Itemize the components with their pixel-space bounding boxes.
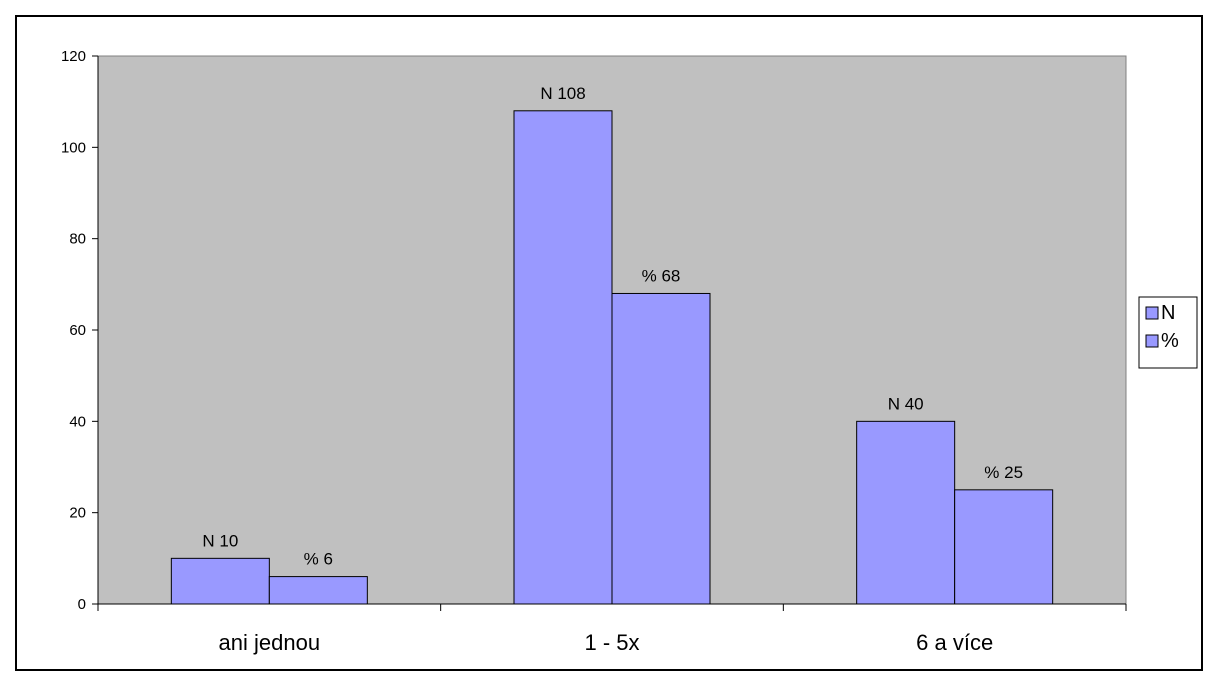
bars-layer [170,110,1054,605]
legend: N% [1138,296,1198,369]
x-category-label: ani jednou [219,630,321,655]
data-label: N 10 [202,531,238,550]
y-tick-label: 0 [78,596,86,613]
y-tick-label: 20 [69,505,86,522]
bar-pct-2 [954,489,1054,605]
x-category-label: 6 a více [916,630,993,655]
legend-swatch [1145,306,1159,320]
data-labels-layer: N 10 N 108 N 40 % 6 % 68 % 25 [202,84,1023,569]
bar-pct-0 [268,576,368,605]
y-tick-label: 40 [69,413,86,430]
legend-swatch [1145,334,1159,348]
bar-pct-1 [611,292,711,605]
data-label: % 25 [984,463,1023,482]
y-tick-label: 120 [61,48,86,65]
data-label: % 6 [304,550,333,569]
bar-n-1 [513,110,613,605]
axes-layer: 0 20 40 60 80 100 120 ani jednou 1 - 5x 6 a více [61,48,1127,655]
data-label: % 68 [642,266,681,285]
bar-n-2 [856,420,956,605]
data-label: N 40 [888,394,924,413]
bar-n-0 [170,557,270,605]
legend-label: N [1161,302,1175,324]
x-category-label: 1 - 5x [584,630,639,655]
y-tick-label: 60 [69,322,86,339]
y-tick-label: 100 [61,139,86,156]
legend-label: % [1161,330,1179,352]
data-label: N 108 [540,84,585,103]
y-tick-label: 80 [69,231,86,248]
